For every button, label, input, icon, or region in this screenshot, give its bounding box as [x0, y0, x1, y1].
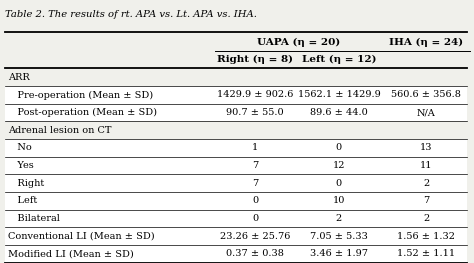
Text: UAPA (η = 20): UAPA (η = 20) [257, 37, 340, 47]
Bar [5, 174, 467, 192]
Bar [5, 227, 467, 245]
Text: 13: 13 [420, 144, 432, 153]
Text: N/A: N/A [417, 108, 436, 117]
Text: 7: 7 [423, 196, 429, 205]
Bar [5, 139, 467, 157]
Text: ARR: ARR [8, 73, 29, 82]
Text: 1562.1 ± 1429.9: 1562.1 ± 1429.9 [298, 90, 380, 99]
Text: 1: 1 [252, 144, 258, 153]
Text: 1429.9 ± 902.6: 1429.9 ± 902.6 [217, 90, 293, 99]
Bar [5, 245, 467, 263]
Text: Right: Right [8, 179, 44, 188]
Text: Bilateral: Bilateral [8, 214, 60, 223]
Text: Yes: Yes [8, 161, 34, 170]
Text: 7: 7 [252, 179, 258, 188]
Text: 560.6 ± 356.8: 560.6 ± 356.8 [391, 90, 461, 99]
Text: 23.26 ± 25.76: 23.26 ± 25.76 [220, 232, 291, 241]
Text: 0: 0 [252, 196, 258, 205]
Text: Post-operation (Mean ± SD): Post-operation (Mean ± SD) [8, 108, 157, 117]
Text: Conventional LI (Mean ± SD): Conventional LI (Mean ± SD) [8, 232, 155, 241]
Text: No: No [8, 144, 31, 153]
Text: 89.6 ± 44.0: 89.6 ± 44.0 [310, 108, 368, 117]
Bar [5, 192, 467, 210]
Text: 12: 12 [333, 161, 345, 170]
Text: Modified LI (Mean ± SD): Modified LI (Mean ± SD) [8, 250, 134, 259]
Text: Right (η = 8): Right (η = 8) [217, 55, 293, 64]
Text: Table 2. The results of rt. APA vs. Lt. APA vs. IHA.: Table 2. The results of rt. APA vs. Lt. … [5, 10, 257, 19]
Text: 0.37 ± 0.38: 0.37 ± 0.38 [226, 250, 284, 259]
Text: 3.46 ± 1.97: 3.46 ± 1.97 [310, 250, 368, 259]
Text: 7.05 ± 5.33: 7.05 ± 5.33 [310, 232, 368, 241]
Text: 7: 7 [252, 161, 258, 170]
Bar [5, 157, 467, 174]
Text: Left: Left [8, 196, 37, 205]
Bar [5, 210, 467, 227]
Text: 1.56 ± 1.32: 1.56 ± 1.32 [397, 232, 455, 241]
Text: Adrenal lesion on CT: Adrenal lesion on CT [8, 126, 111, 135]
Text: 2: 2 [423, 179, 429, 188]
Text: 0: 0 [336, 144, 342, 153]
Text: 10: 10 [333, 196, 345, 205]
Text: Pre-operation (Mean ± SD): Pre-operation (Mean ± SD) [8, 90, 153, 100]
Text: 11: 11 [420, 161, 432, 170]
Bar [5, 86, 467, 104]
Text: 1.52 ± 1.11: 1.52 ± 1.11 [397, 250, 455, 259]
Text: 2: 2 [423, 214, 429, 223]
Text: 0: 0 [336, 179, 342, 188]
Text: IHA (η = 24): IHA (η = 24) [389, 37, 463, 47]
Text: 90.7 ± 55.0: 90.7 ± 55.0 [227, 108, 284, 117]
Bar [5, 104, 467, 122]
Text: 0: 0 [252, 214, 258, 223]
Text: 2: 2 [336, 214, 342, 223]
Text: Left (η = 12): Left (η = 12) [301, 55, 376, 64]
